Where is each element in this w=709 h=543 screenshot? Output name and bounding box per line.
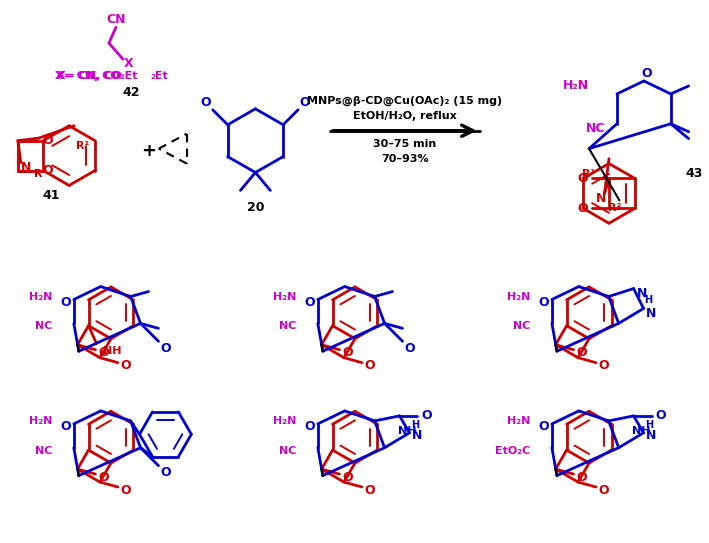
Text: 41: 41: [43, 189, 60, 202]
Text: 20: 20: [247, 201, 264, 214]
Text: O: O: [43, 134, 53, 147]
Text: R¹: R¹: [582, 168, 596, 179]
Text: O: O: [539, 420, 549, 433]
Text: O: O: [577, 172, 588, 185]
Text: O: O: [201, 96, 211, 109]
Text: NC: NC: [279, 446, 296, 456]
Text: NC: NC: [513, 321, 530, 331]
Text: H₂N: H₂N: [272, 292, 296, 301]
Text: CN: CN: [106, 13, 125, 26]
Text: N: N: [637, 287, 647, 300]
Text: 30–75 min: 30–75 min: [373, 138, 437, 149]
Text: X= CN, CO₂Et: X= CN, CO₂Et: [55, 71, 138, 81]
Text: O: O: [98, 346, 108, 359]
Text: O: O: [43, 164, 53, 177]
Text: H₂N: H₂N: [507, 416, 530, 426]
Text: O: O: [598, 483, 609, 496]
Text: R²: R²: [34, 169, 48, 180]
Text: O: O: [160, 466, 171, 479]
Text: O: O: [121, 483, 131, 496]
Text: O: O: [421, 409, 432, 422]
Text: O: O: [60, 420, 71, 433]
Text: N: N: [647, 307, 657, 320]
Text: H₂N: H₂N: [28, 292, 52, 301]
Text: N: N: [647, 430, 657, 443]
Text: O: O: [577, 202, 588, 215]
Text: O: O: [98, 471, 108, 484]
Text: O: O: [598, 359, 609, 372]
Text: O: O: [60, 296, 71, 309]
Text: O: O: [305, 420, 316, 433]
Text: H: H: [644, 295, 652, 306]
Text: MNPs@β-CD@Cu(OAc)₂ (15 mg): MNPs@β-CD@Cu(OAc)₂ (15 mg): [307, 96, 503, 106]
Text: O: O: [305, 296, 316, 309]
Text: O: O: [364, 359, 375, 372]
Text: NH: NH: [104, 345, 122, 356]
Text: H₂N: H₂N: [507, 292, 530, 301]
Text: N: N: [21, 161, 31, 174]
Text: R¹: R¹: [77, 141, 90, 150]
Text: NC: NC: [35, 446, 52, 456]
Text: O: O: [642, 67, 652, 79]
Text: H: H: [411, 420, 420, 430]
Text: NC: NC: [586, 122, 605, 135]
Text: O: O: [655, 409, 666, 422]
Text: H₂N: H₂N: [28, 416, 52, 426]
Text: 70–93%: 70–93%: [381, 154, 429, 163]
Text: EtOH/H₂O, reflux: EtOH/H₂O, reflux: [353, 111, 457, 121]
Text: O: O: [160, 342, 171, 355]
Text: NC: NC: [279, 321, 296, 331]
Text: O: O: [300, 96, 311, 109]
Text: O: O: [576, 471, 587, 484]
Text: O: O: [576, 346, 587, 359]
Text: +: +: [141, 142, 156, 160]
Text: O: O: [539, 296, 549, 309]
Text: EtO₂C: EtO₂C: [495, 446, 530, 456]
Text: O: O: [342, 471, 353, 484]
Text: H₂N: H₂N: [272, 416, 296, 426]
Text: O: O: [121, 359, 131, 372]
Text: N: N: [412, 430, 423, 443]
Text: 43: 43: [685, 167, 703, 180]
Text: X= CN, CO: X= CN, CO: [57, 71, 121, 81]
Text: H: H: [645, 420, 654, 430]
Text: ₂Et: ₂Et: [150, 71, 167, 81]
Text: N: N: [596, 192, 607, 205]
Text: X: X: [124, 56, 134, 70]
Text: NH: NH: [632, 426, 651, 436]
Text: O: O: [364, 483, 375, 496]
Text: NH: NH: [398, 426, 417, 436]
Text: O: O: [342, 346, 353, 359]
Text: H₂N: H₂N: [563, 79, 589, 92]
Text: 42: 42: [122, 86, 140, 99]
Text: R²: R²: [608, 203, 621, 213]
Text: O: O: [404, 342, 415, 355]
Text: NC: NC: [35, 321, 52, 331]
